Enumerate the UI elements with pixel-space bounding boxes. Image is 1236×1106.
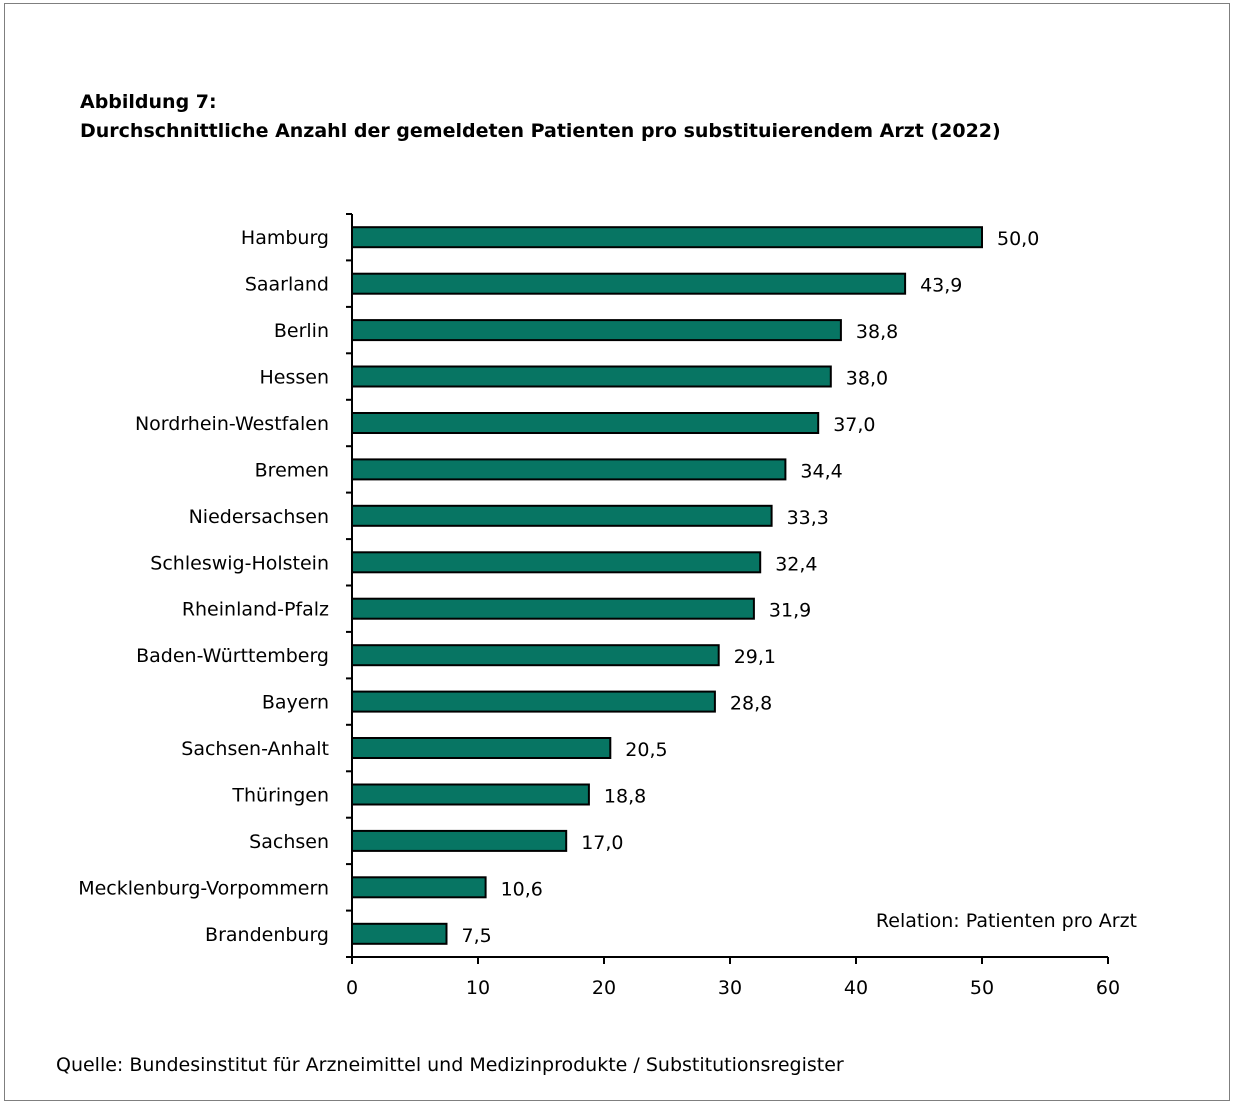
data-label: 43,9 <box>920 275 962 297</box>
x-tick-label: 10 <box>466 977 490 999</box>
category-label: Niedersachsen <box>189 506 329 528</box>
bar <box>351 504 773 527</box>
bar <box>351 412 820 434</box>
x-tick-label: 50 <box>970 977 994 999</box>
category-label: Thüringen <box>231 785 329 807</box>
figure-title-block: Abbildung 7: Durchschnittliche Anzahl de… <box>80 88 1001 146</box>
bar <box>351 690 716 713</box>
category-label: Brandenburg <box>205 924 329 946</box>
data-label: 33,3 <box>787 507 829 529</box>
figure-label: Abbildung 7: <box>80 91 217 113</box>
x-tick-label: 60 <box>1096 977 1120 999</box>
category-label: Baden-Württemberg <box>136 645 329 667</box>
x-tick-label: 0 <box>346 977 358 999</box>
x-tick-label: 20 <box>592 977 616 999</box>
category-label: Rheinland-Pfalz <box>182 599 329 621</box>
bar <box>351 737 612 759</box>
x-tick-label: 30 <box>718 977 742 999</box>
data-label: 38,8 <box>856 321 898 343</box>
bar <box>351 922 448 945</box>
bar <box>351 458 787 481</box>
category-label: Mecklenburg-Vorpommern <box>78 877 329 899</box>
bar <box>351 551 762 574</box>
bar <box>351 272 907 295</box>
bar <box>351 783 590 806</box>
category-label: Saarland <box>245 274 329 296</box>
category-label: Sachsen <box>249 831 329 853</box>
category-label: Hamburg <box>241 227 329 249</box>
data-label: 28,8 <box>730 693 772 715</box>
data-label: 29,1 <box>734 646 776 668</box>
data-label: 37,0 <box>833 414 875 436</box>
figure-source: Quelle: Bundesinstitut für Arzneimittel … <box>56 1054 844 1076</box>
x-tick-label: 40 <box>844 977 868 999</box>
bar <box>351 597 755 620</box>
bar <box>351 319 842 342</box>
category-label: Schleswig-Holstein <box>150 552 329 574</box>
data-label: 10,6 <box>501 878 543 900</box>
chart-annotation: Relation: Patienten pro Arzt <box>876 910 1137 932</box>
data-label: 18,8 <box>604 786 646 808</box>
data-label: 7,5 <box>462 925 492 947</box>
bar <box>351 876 487 899</box>
bar <box>351 829 568 852</box>
bar <box>351 365 832 388</box>
category-label: Berlin <box>274 320 329 342</box>
data-label: 50,0 <box>997 228 1039 250</box>
category-label: Bremen <box>255 459 329 481</box>
category-label: Sachsen-Anhalt <box>181 738 329 760</box>
data-label: 20,5 <box>625 739 667 761</box>
bar <box>351 226 983 249</box>
data-label: 34,4 <box>800 460 842 482</box>
bar <box>351 644 720 667</box>
figure-title: Durchschnittliche Anzahl der gemeldeten … <box>80 120 1001 142</box>
data-label: 32,4 <box>775 553 817 575</box>
data-label: 17,0 <box>581 832 623 854</box>
category-label: Hessen <box>259 367 329 389</box>
data-label: 31,9 <box>769 600 811 622</box>
category-label: Nordrhein-Westfalen <box>135 413 329 435</box>
category-label: Bayern <box>262 692 329 714</box>
data-label: 38,0 <box>846 368 888 390</box>
